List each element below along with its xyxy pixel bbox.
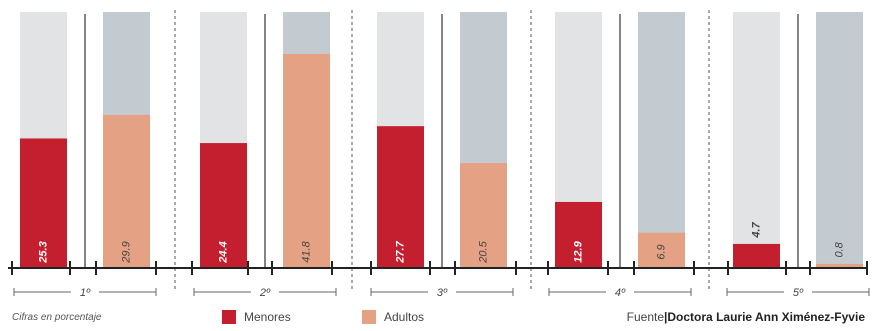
data-label: 20.5 — [477, 240, 489, 263]
bar — [377, 126, 424, 269]
data-label: 41.8 — [300, 240, 312, 262]
category-label-bg — [428, 285, 456, 299]
source-label: Fuente — [626, 310, 665, 324]
legend-swatch-menores — [222, 310, 236, 324]
data-label: 6.9 — [655, 244, 667, 259]
legend-label-menores: Menores — [244, 310, 291, 324]
bar — [555, 201, 602, 268]
source-name: |Doctora Laurie Ann Ximénez-Fyvie — [664, 310, 865, 324]
legend-label-adultos: Adultos — [384, 310, 425, 324]
bar — [638, 232, 685, 268]
legend-menores: Menores — [222, 310, 291, 324]
data-label: 27.7 — [394, 240, 406, 263]
bar — [20, 138, 67, 268]
legend-adultos: Adultos — [362, 310, 424, 324]
data-label: 0.8 — [833, 241, 845, 257]
legend-swatch-adultos — [362, 310, 376, 324]
category-label: 5º — [793, 287, 804, 299]
chart-note: Cifras en porcentaje — [12, 312, 102, 323]
category-label: 3º — [437, 287, 448, 299]
bar — [460, 163, 507, 268]
category-label-bg — [251, 285, 279, 299]
data-label: 25.3 — [37, 241, 49, 263]
bar-chart-canvas: 25.3 29.9 24.4 41.8 27.7 20.5 12.9 6.9 4.7 0.8 1º 2… — [8, 10, 870, 299]
bar — [103, 114, 150, 268]
data-label: 29.9 — [120, 241, 132, 263]
category-label-bg — [606, 285, 634, 299]
category-label-bg — [784, 285, 812, 299]
category-label: 1º — [80, 287, 91, 299]
bar-background — [733, 12, 780, 268]
bar — [200, 143, 247, 268]
bar — [733, 243, 780, 268]
bar — [283, 53, 330, 268]
data-label: 24.4 — [217, 241, 229, 263]
bar-background — [638, 12, 685, 268]
data-label: 4.7 — [750, 221, 762, 238]
category-label: 2º — [259, 287, 271, 299]
category-label: 4º — [615, 287, 626, 299]
data-label: 12.9 — [572, 240, 584, 262]
bar — [816, 263, 863, 268]
bar-background — [816, 12, 863, 268]
category-label-bg — [71, 285, 99, 299]
chart-source: Fuente|Doctora Laurie Ann Ximénez-Fyvie — [627, 310, 865, 324]
